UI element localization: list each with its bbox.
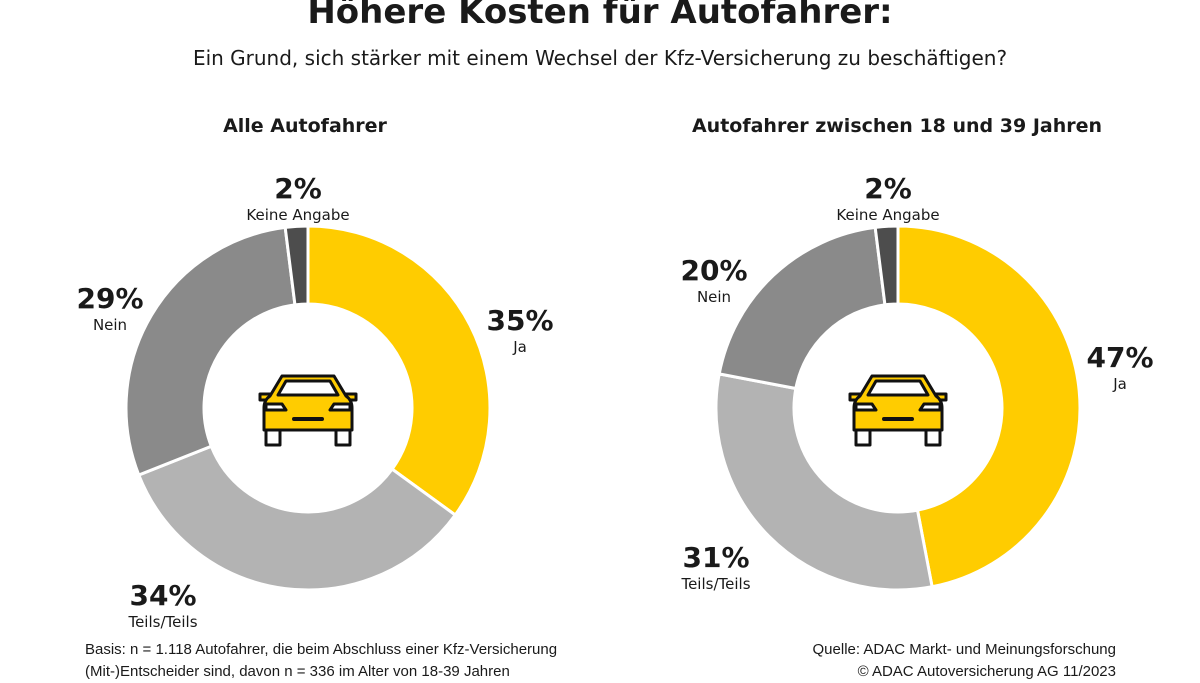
segment-label: 35% Ja [440, 305, 600, 357]
donut-segment-nein [717, 225, 887, 391]
percent-label: 2% [274, 172, 322, 205]
source-line-2: © ADAC Autoversicherung AG 11/2023 [857, 663, 1116, 680]
source-note: Quelle: ADAC Markt- und Meinungsforschun… [813, 639, 1116, 683]
donut-segment-teils-teils [714, 372, 934, 592]
donut-segment-nein [124, 225, 297, 477]
category-label: Nein [92, 316, 128, 334]
percent-label: 31% [682, 541, 750, 574]
chart-subtitle: Ein Grund, sich stärker mit einem Wechse… [192, 46, 1008, 70]
segment-label: 47% Ja [1040, 342, 1200, 394]
donut-segment-keine-angabe [283, 224, 310, 307]
category-label: Nein [696, 288, 732, 306]
segment-label: 2% Keine Angabe [218, 173, 378, 225]
donut-segment-teils-teils [136, 444, 458, 592]
percent-label: 35% [486, 304, 554, 337]
segment-label: 31% Teils/Teils [636, 542, 796, 594]
category-label: Ja [1113, 375, 1127, 393]
basis-line-1: Basis: n = 1.118 Autofahrer, die beim Ab… [85, 641, 558, 658]
chart-1-title: Alle Autofahrer [223, 115, 387, 137]
percent-label: 47% [1086, 341, 1154, 374]
percent-label: 34% [129, 579, 197, 612]
car-icon [848, 374, 948, 447]
source-line-1: Quelle: ADAC Markt- und Meinungsforschun… [812, 641, 1116, 658]
percent-label: 29% [76, 282, 144, 315]
category-label: Teils/Teils [128, 613, 198, 631]
percent-label: 2% [864, 172, 912, 205]
category-label: Keine Angabe [836, 206, 940, 224]
segment-label: 2% Keine Angabe [808, 173, 968, 225]
donut-segment-ja [306, 224, 492, 518]
percent-label: 20% [680, 254, 748, 287]
segment-label: 34% Teils/Teils [83, 580, 243, 632]
category-label: Teils/Teils [681, 575, 751, 593]
donut-segment-ja [896, 224, 1082, 589]
chart-title: Höhere Kosten für Autofahrer: [307, 0, 893, 32]
segment-label: 29% Nein [30, 283, 190, 335]
donut-segment-keine-angabe [873, 224, 900, 307]
category-label: Ja [513, 338, 527, 356]
category-label: Keine Angabe [246, 206, 350, 224]
basis-line-2: (Mit-)Entscheider sind, davon n = 336 im… [85, 663, 510, 680]
chart-2-title: Autofahrer zwischen 18 und 39 Jahren [691, 115, 1103, 137]
basis-note: Basis: n = 1.118 Autofahrer, die beim Ab… [85, 639, 557, 683]
car-icon [258, 374, 358, 447]
segment-label: 20% Nein [634, 255, 794, 307]
